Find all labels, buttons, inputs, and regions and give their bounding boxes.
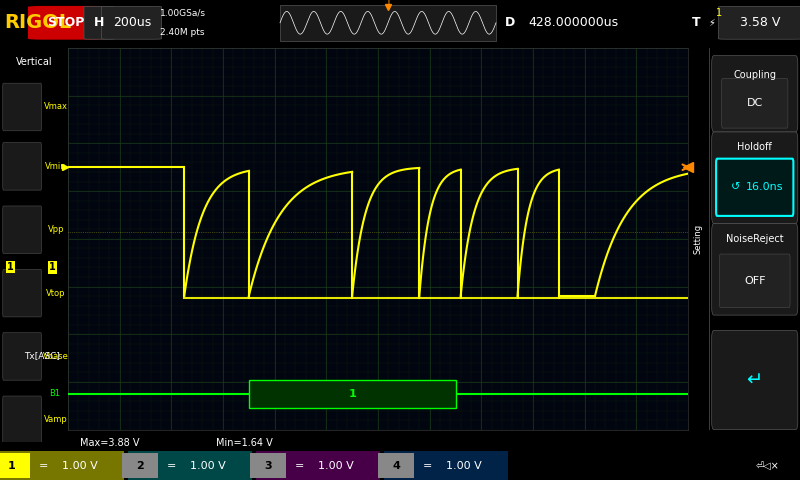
FancyBboxPatch shape [280, 5, 496, 41]
FancyBboxPatch shape [84, 6, 114, 39]
FancyBboxPatch shape [0, 453, 30, 478]
Text: Min=1.64 V: Min=1.64 V [216, 438, 273, 447]
FancyBboxPatch shape [2, 143, 42, 190]
Bar [384, 451, 508, 480]
Bar [256, 451, 380, 480]
Text: ↵: ↵ [746, 371, 763, 389]
Text: STOP: STOP [47, 16, 84, 29]
Text: RIGOL: RIGOL [4, 13, 71, 32]
Text: DC: DC [746, 98, 763, 108]
Text: H: H [94, 16, 104, 29]
Text: ▼: ▼ [0, 479, 1, 480]
Text: 1: 1 [348, 389, 356, 399]
Text: 1.00 V: 1.00 V [446, 461, 482, 470]
Text: Vpp: Vpp [47, 225, 64, 234]
Text: Coupling: Coupling [734, 70, 776, 80]
FancyBboxPatch shape [716, 159, 794, 216]
Text: 16.0ns: 16.0ns [746, 182, 783, 192]
Text: Vertical: Vertical [16, 58, 52, 68]
Text: ⏎◁×: ⏎◁× [756, 461, 780, 470]
Text: =: = [167, 461, 177, 470]
Text: T: T [692, 16, 700, 29]
Bar [249, 380, 455, 408]
Text: T: T [385, 0, 391, 9]
Text: 3.58 V: 3.58 V [740, 16, 780, 29]
Text: 1: 1 [49, 263, 56, 273]
Text: Vamp: Vamp [44, 415, 68, 424]
FancyBboxPatch shape [722, 79, 788, 128]
Text: Vmax: Vmax [44, 103, 68, 111]
FancyBboxPatch shape [378, 453, 414, 478]
Text: ↺: ↺ [731, 182, 741, 192]
Text: =: = [39, 461, 49, 470]
FancyBboxPatch shape [712, 132, 798, 224]
Text: ⚡: ⚡ [708, 18, 715, 28]
Text: 2: 2 [136, 461, 144, 470]
Bar [128, 451, 252, 480]
Text: 1: 1 [7, 263, 14, 272]
Text: 1: 1 [716, 8, 722, 18]
Text: NoiseReject: NoiseReject [726, 234, 783, 244]
Text: 1.00GSa/s: 1.00GSa/s [160, 8, 206, 17]
Text: 1.00 V: 1.00 V [318, 461, 354, 470]
FancyBboxPatch shape [2, 83, 42, 131]
FancyBboxPatch shape [712, 330, 798, 430]
FancyBboxPatch shape [718, 6, 800, 39]
FancyBboxPatch shape [712, 56, 798, 132]
Bar [0, 451, 124, 480]
Text: Vbase: Vbase [43, 352, 69, 361]
Text: Vtop: Vtop [46, 288, 66, 298]
Text: Max=3.88 V: Max=3.88 V [80, 438, 139, 447]
Text: =: = [423, 461, 433, 470]
FancyBboxPatch shape [712, 224, 798, 315]
Text: 428.000000us: 428.000000us [528, 16, 618, 29]
FancyBboxPatch shape [122, 453, 158, 478]
Text: 4: 4 [392, 461, 400, 470]
Text: 2.40M pts: 2.40M pts [160, 28, 205, 37]
Text: 1: 1 [8, 461, 16, 470]
FancyBboxPatch shape [2, 333, 42, 380]
Text: Holdoff: Holdoff [738, 142, 772, 152]
Text: D: D [506, 16, 515, 29]
Text: B1: B1 [49, 389, 60, 398]
FancyBboxPatch shape [28, 6, 104, 40]
FancyBboxPatch shape [102, 6, 162, 39]
Text: Tx[ASC]: Tx[ASC] [24, 351, 60, 360]
Text: 1.00 V: 1.00 V [62, 461, 98, 470]
FancyBboxPatch shape [719, 254, 790, 308]
Text: 3: 3 [264, 461, 272, 470]
FancyBboxPatch shape [250, 453, 286, 478]
Text: Setting: Setting [694, 224, 703, 254]
Text: Vmin: Vmin [45, 162, 66, 171]
FancyBboxPatch shape [2, 396, 42, 444]
FancyBboxPatch shape [2, 206, 42, 253]
Text: =: = [295, 461, 305, 470]
Text: OFF: OFF [744, 276, 766, 286]
Text: 200us: 200us [113, 16, 151, 29]
FancyBboxPatch shape [2, 269, 42, 317]
Text: 1.00 V: 1.00 V [190, 461, 226, 470]
